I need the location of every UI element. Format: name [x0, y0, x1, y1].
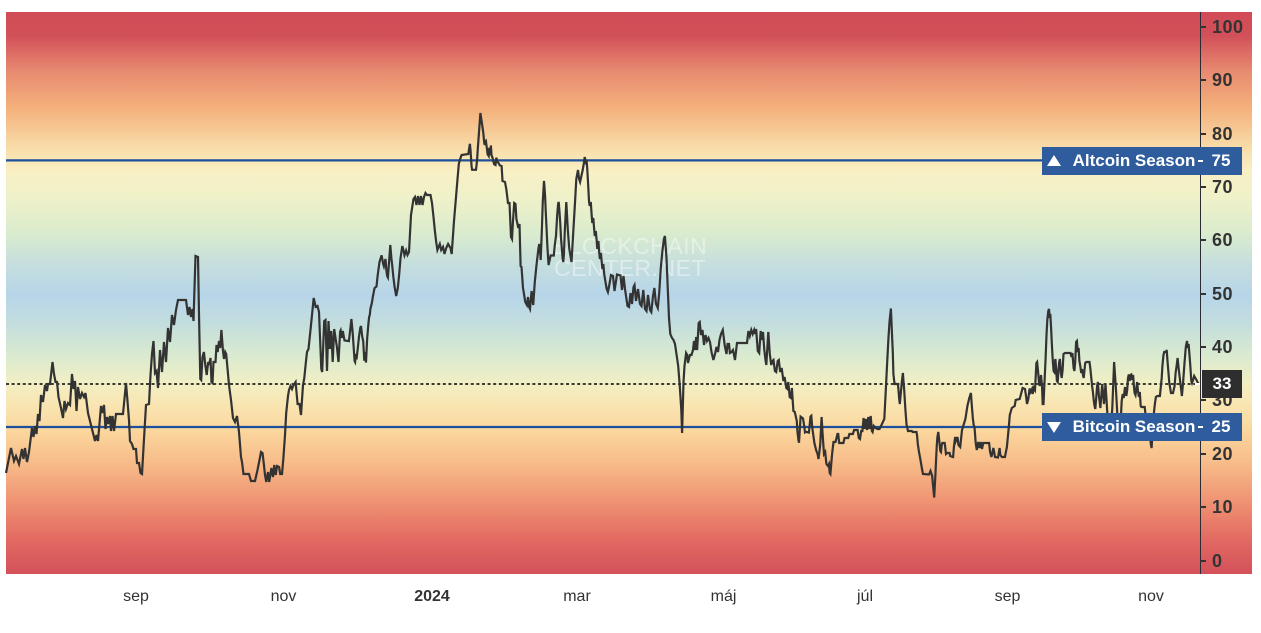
svg-text:CENTER.NET: CENTER.NET	[554, 255, 706, 281]
svg-text:BLOCKCHAIN: BLOCKCHAIN	[553, 233, 708, 259]
